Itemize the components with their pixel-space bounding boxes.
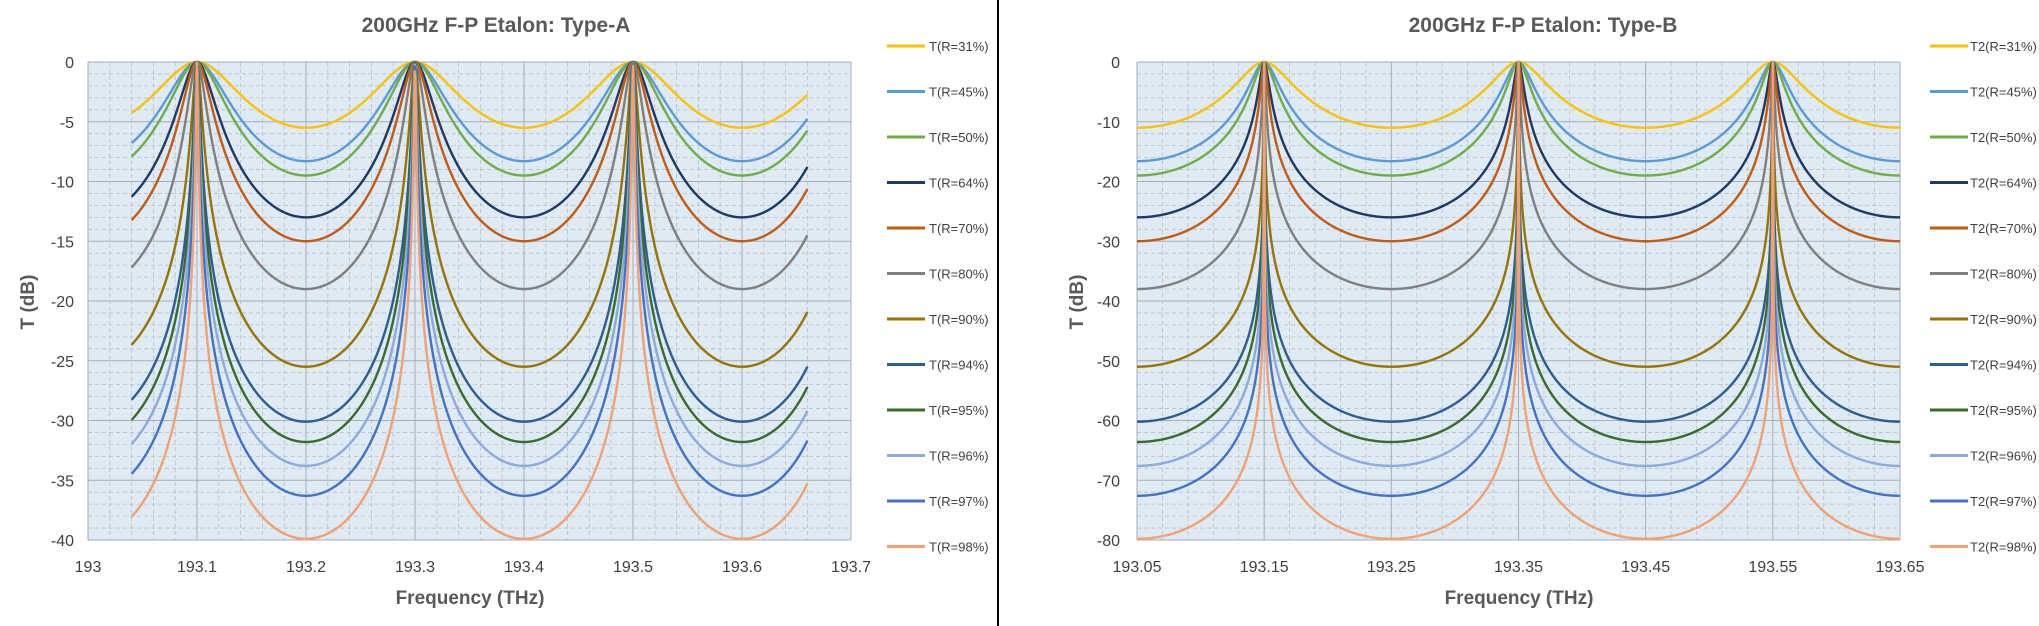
y-axis-label: T (dB) [1067, 275, 1088, 330]
series-lines [130, 60, 809, 540]
x-tick-label: 193.65 [1876, 559, 1925, 576]
x-tick-label: 193.3 [395, 559, 435, 576]
legend-label: T(R=95%) [929, 403, 989, 418]
x-tick-label: 193.45 [1621, 559, 1670, 576]
y-tick-label: -10 [51, 175, 74, 192]
y-tick-label: -5 [60, 115, 74, 132]
legend-label: T2(R=50%) [1970, 130, 2037, 145]
series-line [130, 61, 809, 497]
x-tick-label: 193.15 [1240, 559, 1289, 576]
series-line [130, 60, 809, 444]
legend-label: T2(R=31%) [1970, 39, 2037, 54]
series-line [130, 60, 809, 368]
legend: T2(R=31%) T2(R=45%) T2(R=50%) T2(R=64%) T2(R… [1930, 39, 2037, 555]
chart-title: 200GHz F-P Etalon: Type-B [1409, 14, 1678, 37]
series-line [130, 60, 809, 423]
legend-label: T(R=50%) [929, 130, 989, 145]
x-axis-label: Frequency (THz) [1445, 588, 1594, 609]
legend-label: T2(R=70%) [1970, 221, 2037, 236]
x-tick-label: 193.5 [613, 559, 653, 576]
series-lines [1136, 60, 1901, 540]
legend-label: T2(R=80%) [1970, 267, 2037, 282]
x-tick-label: 193.6 [722, 559, 762, 576]
legend-label: T(R=80%) [929, 267, 989, 282]
legend-label: T2(R=45%) [1970, 85, 2037, 100]
x-tick-label: 193.25 [1367, 559, 1416, 576]
y-tick-label: -15 [51, 234, 74, 251]
chart-type-b: 0 -10 -20 -30 -40 -50 -60 -70 -80 193.05 193.15 193… [1067, 14, 2037, 609]
legend-label: T2(R=97%) [1970, 494, 2037, 509]
chart-title: 200GHz F-P Etalon: Type-A [362, 14, 631, 37]
x-tick-label: 193.7 [831, 559, 871, 576]
legend-label: T(R=31%) [929, 39, 989, 54]
y-tick-label: 0 [1111, 55, 1120, 72]
y-tick-label: -40 [1097, 294, 1120, 311]
series-line [1136, 60, 1901, 540]
x-tick-label: 193.2 [286, 559, 326, 576]
y-tick-label: -30 [51, 414, 74, 431]
x-tick-label: 193.35 [1494, 559, 1543, 576]
series-line [130, 61, 809, 540]
legend-label: T2(R=98%) [1970, 540, 2037, 555]
y-tick-label: -40 [51, 533, 74, 550]
y-tick-label: -50 [1097, 354, 1120, 371]
series-line [130, 60, 809, 291]
y-axis-label: T (dB) [18, 275, 39, 330]
legend-label: T(R=90%) [929, 312, 989, 327]
legend-label: T(R=96%) [929, 449, 989, 464]
x-tick-label: 193.55 [1748, 559, 1797, 576]
series-line [130, 60, 809, 243]
x-tick-label: 193 [75, 559, 102, 576]
legend-label: T(R=94%) [929, 358, 989, 373]
legend-label: T2(R=64%) [1970, 176, 2037, 191]
legend-label: T(R=98%) [929, 540, 989, 555]
y-tick-label: -20 [1097, 175, 1120, 192]
legend-label: T2(R=94%) [1970, 358, 2037, 373]
series-line [130, 60, 809, 219]
y-tick-label: 0 [65, 55, 74, 72]
panel-divider [997, 0, 999, 626]
legend-label: T(R=70%) [929, 221, 989, 236]
y-tick-label: -20 [51, 294, 74, 311]
legend-label: T2(R=95%) [1970, 403, 2037, 418]
x-tick-label: 193.4 [504, 559, 544, 576]
y-tick-label: -60 [1097, 414, 1120, 431]
series-line [130, 60, 809, 129]
legend-label: T2(R=96%) [1970, 449, 2037, 464]
legend-label: T2(R=90%) [1970, 312, 2037, 327]
y-tick-label: -80 [1097, 533, 1120, 550]
x-tick-label: 193.05 [1113, 559, 1162, 576]
legend-label: T(R=45%) [929, 85, 989, 100]
y-tick-label: -25 [51, 354, 74, 371]
legend: T(R=31%) T(R=45%) T(R=50%) T(R=64%) T(R=70%)… [887, 39, 989, 555]
legend-label: T(R=64%) [929, 176, 989, 191]
series-line [130, 60, 809, 177]
x-axis-label: Frequency (THz) [396, 588, 545, 609]
legend-label: T(R=97%) [929, 494, 989, 509]
y-tick-label: -30 [1097, 234, 1120, 251]
y-tick-label: -10 [1097, 115, 1120, 132]
series-line [130, 60, 809, 468]
x-tick-label: 193.1 [177, 559, 217, 576]
series-line [130, 60, 809, 163]
y-tick-label: -70 [1097, 473, 1120, 490]
y-tick-label: -35 [51, 473, 74, 490]
